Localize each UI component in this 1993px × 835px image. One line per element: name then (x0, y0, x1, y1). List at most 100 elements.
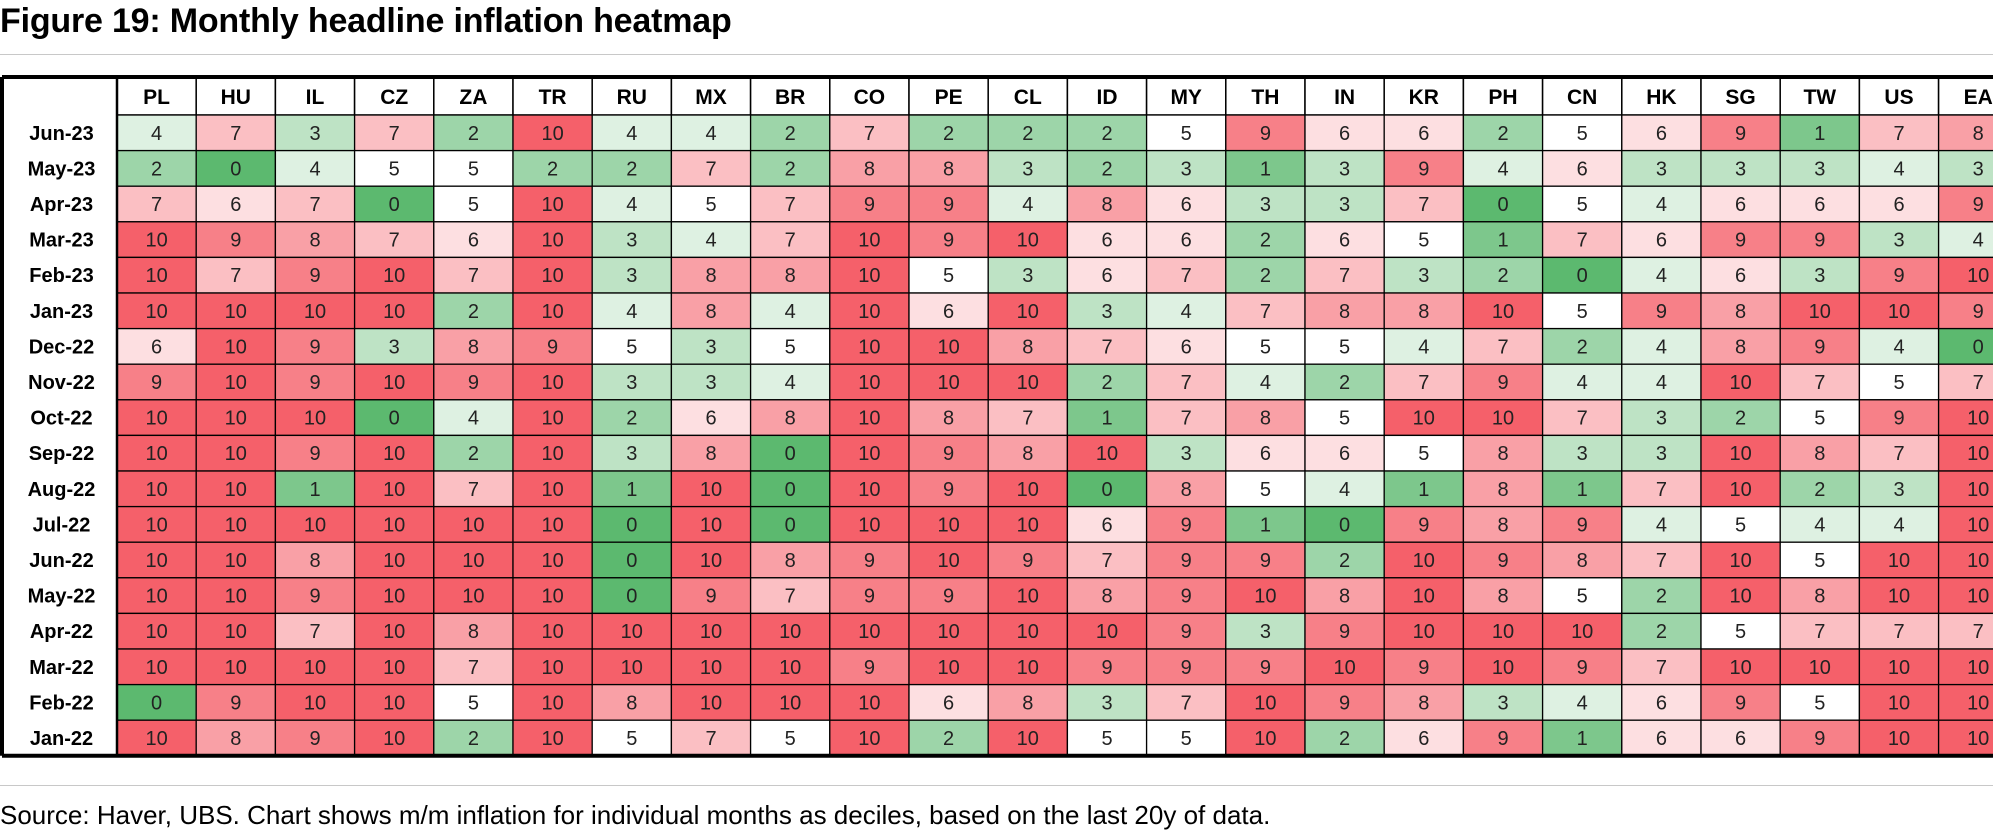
cell-value: 10 (1254, 586, 1276, 608)
cell-value: 10 (1888, 550, 1910, 572)
cell-value: 7 (230, 123, 241, 145)
heatmap-cell (1462, 221, 1544, 259)
column-header-cell (1304, 76, 1385, 116)
heatmap-cell (987, 719, 1069, 757)
cell-value: 3 (626, 265, 637, 287)
heatmap-cell (670, 683, 752, 721)
cell-value: 4 (1893, 158, 1904, 180)
cell-value: 10 (383, 657, 405, 679)
cell-value: 10 (225, 336, 247, 358)
cell-value: 1 (1577, 479, 1588, 501)
heatmap-cell (829, 292, 910, 330)
cell-value: 6 (230, 194, 241, 216)
heatmap-cell (433, 505, 514, 543)
cell-value: 7 (864, 123, 875, 145)
column-label: HU (221, 86, 251, 109)
cell-value: 4 (1656, 372, 1667, 394)
heatmap-cell (274, 683, 356, 721)
heatmap-cell (908, 434, 989, 472)
cell-value: 9 (864, 550, 875, 572)
cell-value: 7 (1181, 265, 1192, 287)
cell-value: 5 (705, 194, 716, 216)
title-divider (0, 54, 1993, 55)
cell-value: 10 (1492, 301, 1514, 323)
cell-value: 5 (626, 336, 637, 358)
heatmap-cell (353, 327, 435, 365)
heatmap-cell (1304, 505, 1385, 543)
cell-value: 8 (1735, 336, 1746, 358)
cell-value: 10 (858, 230, 880, 252)
cell-value: 9 (1181, 586, 1192, 608)
heatmap-cell (1462, 327, 1544, 365)
heatmap-cell (908, 221, 989, 259)
cell-value: 7 (1181, 692, 1192, 714)
heatmap-cell (1462, 363, 1544, 401)
heatmap-cell (1541, 256, 1623, 294)
cell-value: 10 (145, 728, 167, 750)
cell-value: 10 (858, 301, 880, 323)
cell-value: 10 (462, 586, 484, 608)
heatmap-cell (987, 221, 1069, 259)
heatmap-cell (829, 719, 910, 757)
row-label: May-22 (28, 586, 96, 608)
cell-value: 10 (858, 443, 880, 465)
heatmap-cell (116, 719, 197, 757)
cell-value: 0 (230, 158, 241, 180)
column-label: PE (935, 86, 963, 109)
cell-value: 10 (937, 514, 959, 536)
heatmap-cell (1066, 327, 1148, 365)
row-label: Jul-22 (33, 514, 91, 536)
cell-value: 8 (230, 728, 241, 750)
cell-value: 10 (937, 336, 959, 358)
heatmap-cell (1621, 185, 1702, 223)
cell-value: 5 (1814, 408, 1825, 430)
heatmap-cell (433, 327, 514, 365)
cell-value: 7 (785, 194, 796, 216)
column-label: TH (1251, 86, 1279, 109)
heatmap-cell (1779, 648, 1861, 686)
cell-value: 6 (705, 408, 716, 430)
heatmap-cell (353, 719, 435, 757)
cell-value: 4 (785, 372, 796, 394)
heatmap-cell (1621, 541, 1702, 579)
cell-value: 5 (1260, 479, 1271, 501)
heatmap-cell (353, 648, 435, 686)
cell-value: 3 (1577, 443, 1588, 465)
cell-value: 7 (468, 657, 479, 679)
cell-value: 9 (230, 230, 241, 252)
cell-value: 4 (1339, 479, 1350, 501)
heatmap-cell (829, 256, 910, 294)
cell-value: 10 (1096, 621, 1118, 643)
cell-value: 3 (1656, 408, 1667, 430)
cell-value: 9 (1181, 550, 1192, 572)
cell-value: 9 (1497, 372, 1508, 394)
heatmap-cell (1700, 648, 1781, 686)
column-label: IL (306, 86, 325, 109)
heatmap-cell (670, 292, 752, 330)
heatmap-cell (1383, 648, 1465, 686)
cell-value: 7 (1181, 408, 1192, 430)
heatmap-cell (749, 577, 831, 615)
heatmap-cell (1937, 505, 1993, 543)
cell-value: 10 (1492, 657, 1514, 679)
cell-value: 1 (1101, 408, 1112, 430)
cell-value: 9 (1973, 194, 1984, 216)
cell-value: 9 (151, 372, 162, 394)
heatmap-cell (1621, 648, 1702, 686)
heatmap-cell (353, 541, 435, 579)
heatmap-cell (591, 149, 673, 187)
column-header-cell (670, 76, 752, 116)
heatmap-cell (1937, 327, 1993, 365)
heatmap-cell (433, 221, 514, 259)
heatmap-cell (274, 719, 356, 757)
heatmap-cell (195, 292, 277, 330)
heatmap-cell (1225, 612, 1306, 650)
heatmap-cell (749, 719, 831, 757)
cell-value: 4 (1893, 514, 1904, 536)
cell-value: 10 (1254, 692, 1276, 714)
heatmap-cell (1937, 683, 1993, 721)
cell-value: 7 (1022, 408, 1033, 430)
cell-value: 5 (1577, 123, 1588, 145)
cell-value: 2 (547, 158, 558, 180)
cell-value: 3 (1418, 265, 1429, 287)
